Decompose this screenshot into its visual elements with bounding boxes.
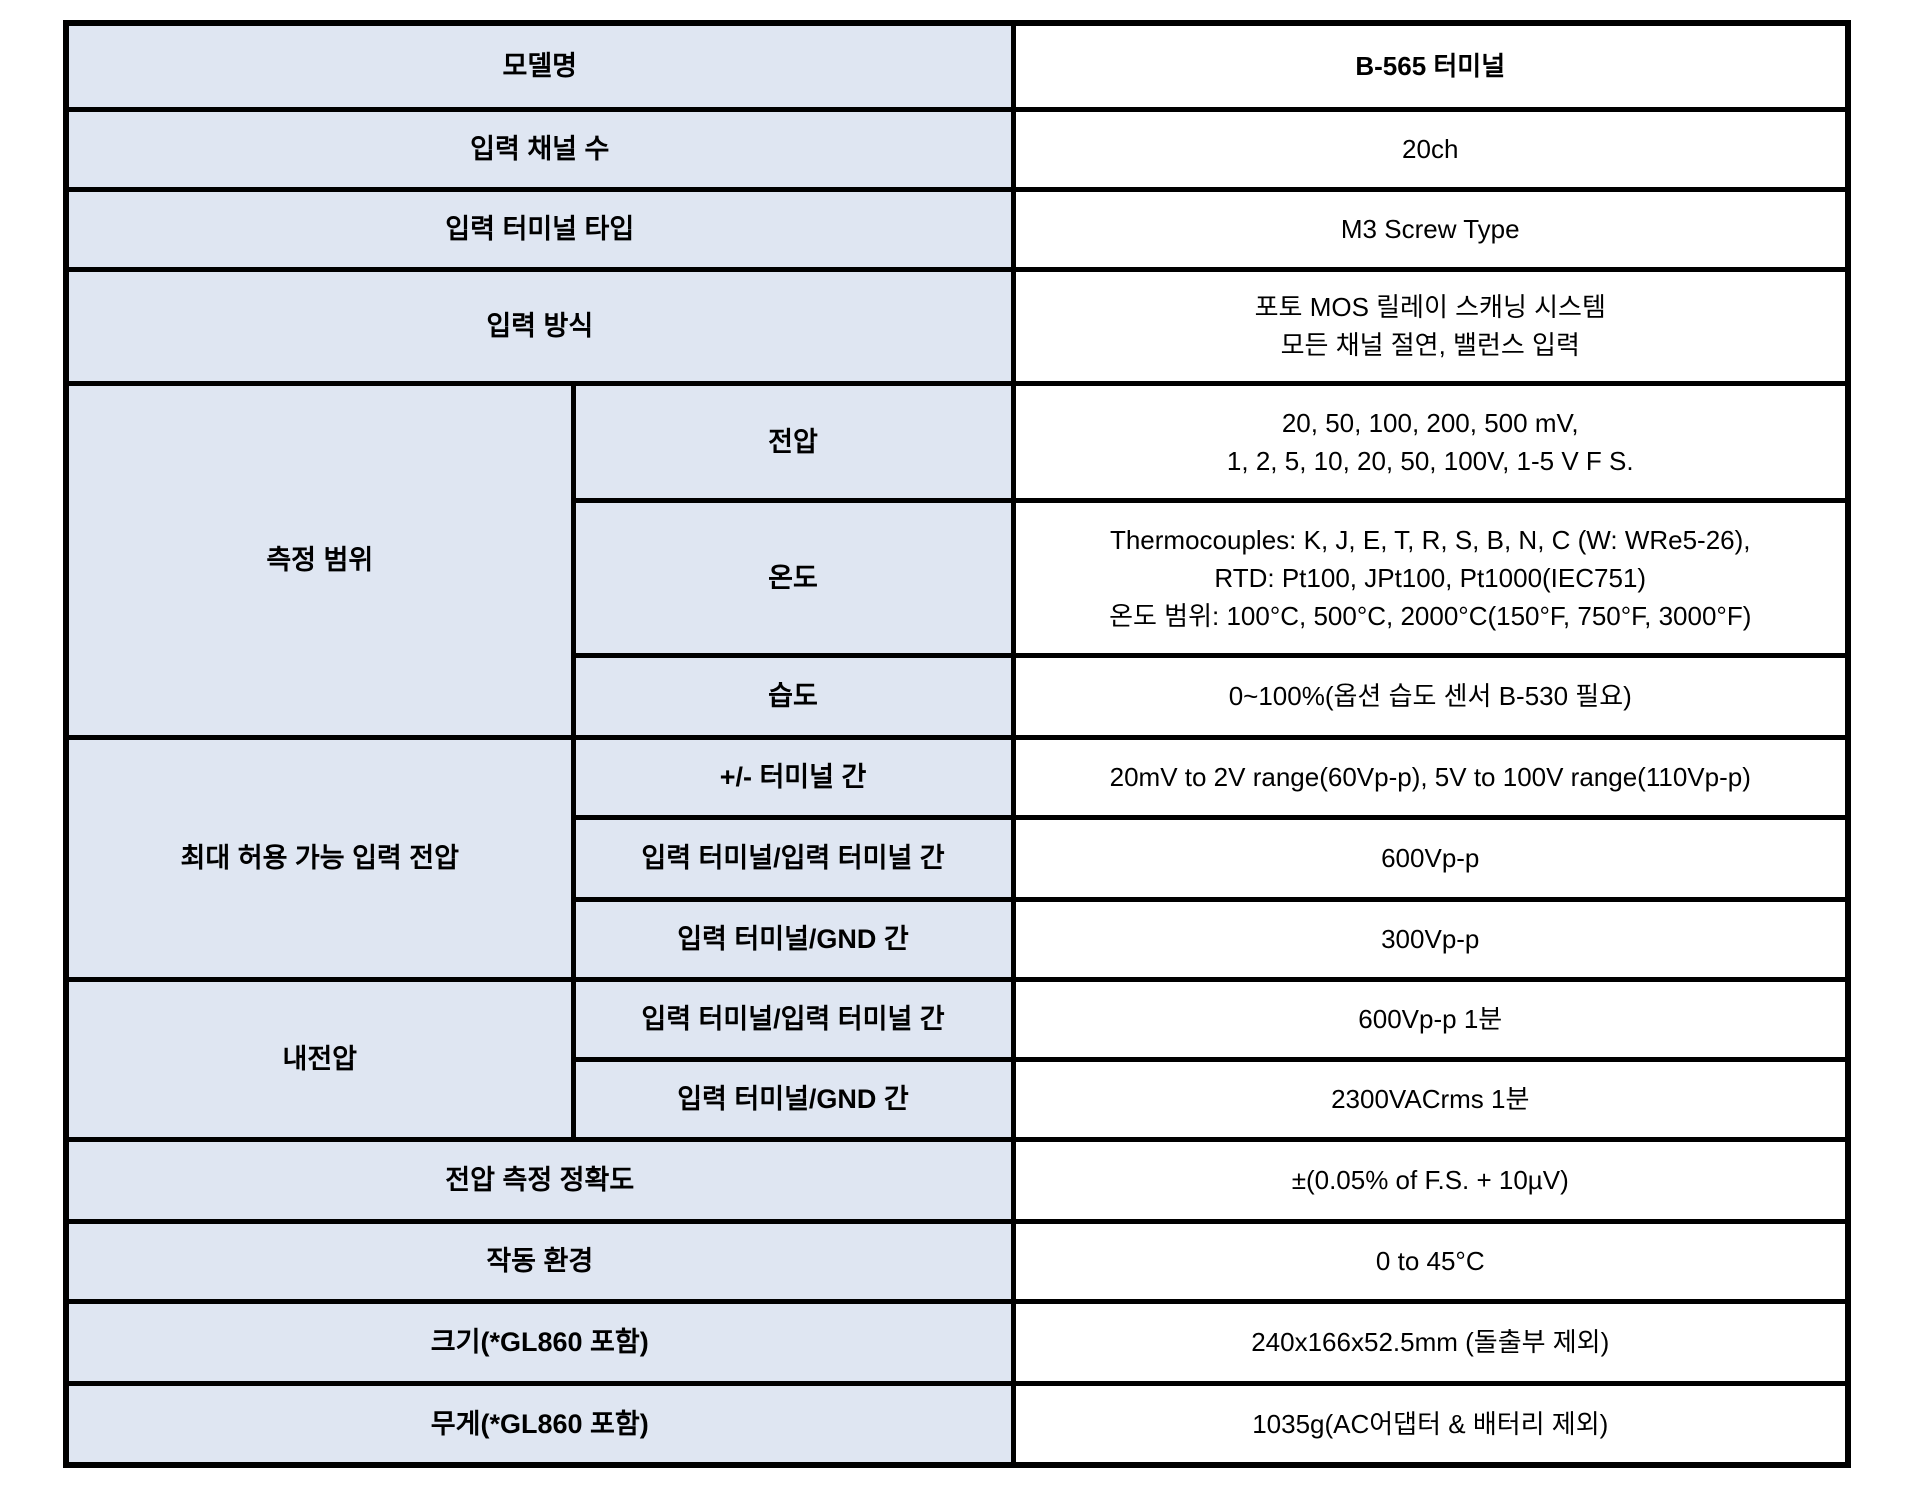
max-voltage-plus-minus-label: +/- 터미널 간 [570,734,1016,820]
row-measurement-humidity: 습도 0~100%(옵션 습도 센서 B-530 필요) [66,652,1851,740]
size-value: 240x166x52.5mm (돌출부 제외) [1010,1298,1851,1386]
max-voltage-terminal-gnd-value: 300Vp-p [1010,896,1851,982]
size-label: 크기(*GL860 포함) [63,1298,1016,1386]
row-model: 모델명 B-565 터미널 [63,20,1851,112]
withstand-terminal-terminal-value: 600Vp-p 1분 [1010,976,1851,1062]
row-max-voltage-plus-minus: 최대 허용 가능 입력 전압 +/- 터미널 간 20mV to 2V rang… [63,734,1851,982]
model-label: 모델명 [63,20,1016,112]
input-method-label: 입력 방식 [63,266,1016,386]
spec-table-container: 모델명 B-565 터미널 입력 채널 수 20ch 입력 터미널 타입 M3 … [63,20,1851,1468]
weight-value: 1035g(AC어댑터 & 배터리 제외) [1010,1380,1851,1468]
measurement-humidity-label: 습도 [570,652,1016,740]
input-method-value: 포토 MOS 릴레이 스캐닝 시스템 모든 채널 절연, 밸런스 입력 [1010,266,1851,386]
max-voltage-terminal-terminal-label: 입력 터미널/입력 터미널 간 [570,814,1016,902]
max-voltage-terminal-terminal-value: 600Vp-p [1010,814,1851,902]
row-measurement-temperature: 온도 Thermocouples: K, J, E, T, R, S, B, N… [66,497,1851,658]
measurement-temperature-label: 온도 [570,497,1016,658]
withstand-terminal-gnd-label: 입력 터미널/GND 간 [570,1056,1016,1142]
row-withstand-terminal-gnd: 입력 터미널/GND 간 2300VACrms 1분 [66,1056,1851,1142]
terminal-type-value: M3 Screw Type [1010,186,1851,272]
operating-environment-label: 작동 환경 [63,1218,1016,1304]
row-max-voltage-terminal-gnd: 입력 터미널/GND 간 300Vp-p [66,896,1851,982]
row-withstand-terminal-terminal: 내전압 입력 터미널/입력 터미널 간 600Vp-p 1분 [63,976,1851,1142]
measurement-humidity-value: 0~100%(옵션 습도 센서 B-530 필요) [1010,652,1851,740]
max-voltage-group-label: 최대 허용 가능 입력 전압 [63,734,576,982]
measurement-range-group-label: 측정 범위 [63,380,576,740]
terminal-type-label: 입력 터미널 타입 [63,186,1016,272]
channels-value: 20ch [1010,106,1851,192]
row-input-method: 입력 방식 포토 MOS 릴레이 스캐닝 시스템 모든 채널 절연, 밸런스 입… [63,266,1851,386]
row-max-voltage-terminal-terminal: 입력 터미널/입력 터미널 간 600Vp-p [66,814,1851,902]
withstand-terminal-gnd-value: 2300VACrms 1분 [1010,1056,1851,1142]
measurement-voltage-value: 20, 50, 100, 200, 500 mV, 1, 2, 5, 10, 2… [1010,380,1851,503]
withstand-voltage-group-label: 내전압 [63,976,576,1142]
row-channels: 입력 채널 수 20ch [63,106,1851,192]
voltage-accuracy-value: ±(0.05% of F.S. + 10µV) [1010,1136,1851,1224]
measurement-voltage-label: 전압 [570,380,1016,503]
row-terminal-type: 입력 터미널 타입 M3 Screw Type [63,186,1851,272]
row-voltage-accuracy: 전압 측정 정확도 ±(0.05% of F.S. + 10µV) [63,1136,1851,1224]
operating-environment-value: 0 to 45°C [1010,1218,1851,1304]
max-voltage-plus-minus-value: 20mV to 2V range(60Vp-p), 5V to 100V ran… [1010,734,1851,820]
row-size: 크기(*GL860 포함) 240x166x52.5mm (돌출부 제외) [63,1298,1851,1386]
measurement-temperature-value: Thermocouples: K, J, E, T, R, S, B, N, C… [1010,497,1851,658]
voltage-accuracy-label: 전압 측정 정확도 [63,1136,1016,1224]
withstand-terminal-terminal-label: 입력 터미널/입력 터미널 간 [570,976,1016,1062]
spec-table: 모델명 B-565 터미널 입력 채널 수 20ch 입력 터미널 타입 M3 … [63,20,1851,1468]
model-value: B-565 터미널 [1010,20,1851,112]
row-measurement-voltage: 측정 범위 전압 20, 50, 100, 200, 500 mV, 1, 2,… [63,380,1851,740]
channels-label: 입력 채널 수 [63,106,1016,192]
row-weight: 무게(*GL860 포함) 1035g(AC어댑터 & 배터리 제외) [63,1380,1851,1468]
row-operating-environment: 작동 환경 0 to 45°C [63,1218,1851,1304]
weight-label: 무게(*GL860 포함) [63,1380,1016,1468]
max-voltage-terminal-gnd-label: 입력 터미널/GND 간 [570,896,1016,982]
